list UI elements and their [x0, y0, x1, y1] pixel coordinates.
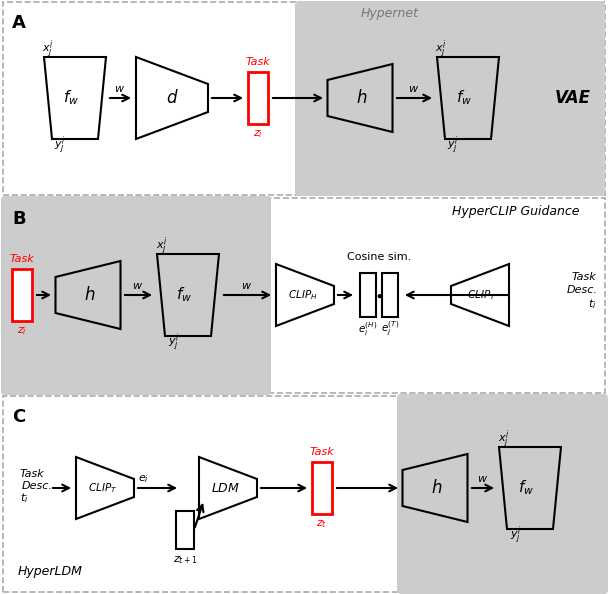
Text: $d$: $d$	[166, 89, 178, 107]
Text: $x^i_j$: $x^i_j$	[435, 39, 447, 61]
Text: VAE: VAE	[555, 89, 591, 107]
Text: A: A	[12, 14, 26, 32]
Bar	[3, 396, 605, 592]
Text: Task: Task	[572, 272, 596, 282]
Bar	[360, 273, 376, 317]
Text: $h$: $h$	[431, 479, 443, 497]
FancyBboxPatch shape	[397, 394, 608, 594]
Text: $e_i$: $e_i$	[137, 473, 148, 485]
Bar	[312, 462, 332, 514]
Bar	[176, 511, 194, 549]
Text: $h$: $h$	[356, 89, 368, 107]
Text: $z_i$: $z_i$	[17, 325, 27, 337]
Text: $CLIP_T$: $CLIP_T$	[88, 481, 117, 495]
Bar	[248, 72, 268, 124]
Text: $w$: $w$	[477, 474, 489, 484]
Text: $y^i_j$: $y^i_j$	[510, 525, 522, 547]
Polygon shape	[451, 264, 509, 326]
Text: $x^i_j$: $x^i_j$	[499, 429, 510, 451]
Polygon shape	[328, 64, 393, 132]
Text: $h$: $h$	[85, 286, 95, 304]
Text: Task: Task	[309, 447, 334, 457]
Text: Task: Task	[246, 57, 271, 67]
Text: $z_{t+1}$: $z_{t+1}$	[173, 554, 198, 566]
FancyBboxPatch shape	[295, 1, 605, 196]
Polygon shape	[402, 454, 468, 522]
Text: $y^i_j$: $y^i_j$	[447, 135, 458, 157]
Bar	[12, 269, 32, 321]
Text: $z_i$: $z_i$	[253, 128, 263, 140]
Bar	[4, 199, 268, 392]
Bar	[298, 4, 602, 193]
Polygon shape	[276, 264, 334, 326]
Polygon shape	[437, 57, 499, 139]
Text: $CLIP_H$: $CLIP_H$	[288, 288, 318, 302]
Text: $x^i_j$: $x^i_j$	[43, 39, 54, 61]
Text: $f_w$: $f_w$	[176, 286, 192, 304]
Text: HyperCLIP Guidance: HyperCLIP Guidance	[452, 206, 580, 219]
Bar	[3, 198, 605, 393]
Polygon shape	[499, 447, 561, 529]
Text: $LDM$: $LDM$	[212, 482, 241, 494]
Text: Hypernet: Hypernet	[361, 8, 419, 21]
FancyBboxPatch shape	[1, 196, 271, 395]
Polygon shape	[55, 261, 120, 329]
Text: HyperLDM: HyperLDM	[18, 565, 83, 579]
Text: $t_i$: $t_i$	[587, 297, 596, 311]
Text: $y^i_j$: $y^i_j$	[54, 135, 66, 157]
Text: $e^{(H)}_i$: $e^{(H)}_i$	[358, 320, 378, 338]
Text: Desc.: Desc.	[567, 285, 598, 295]
Text: Task: Task	[10, 254, 35, 264]
Text: $\bullet$: $\bullet$	[375, 287, 384, 302]
Text: B: B	[12, 210, 26, 228]
Text: $f_w$: $f_w$	[63, 89, 79, 108]
Text: $w$: $w$	[114, 84, 126, 94]
Text: $z_t$: $z_t$	[316, 518, 328, 530]
Text: Cosine sim.: Cosine sim.	[347, 252, 411, 262]
Text: $x^i_j$: $x^i_j$	[156, 236, 168, 258]
Text: $w$: $w$	[133, 281, 143, 291]
Polygon shape	[199, 457, 257, 519]
Polygon shape	[157, 254, 219, 336]
Text: $f_w$: $f_w$	[456, 89, 472, 108]
Text: $w$: $w$	[409, 84, 420, 94]
Text: Task: Task	[20, 469, 45, 479]
Text: $w$: $w$	[241, 281, 252, 291]
Bar	[382, 273, 398, 317]
Text: $y^i_j$: $y^i_j$	[168, 332, 180, 354]
Text: $t_i$: $t_i$	[20, 491, 29, 505]
Polygon shape	[44, 57, 106, 139]
Polygon shape	[76, 457, 134, 519]
Text: C: C	[12, 408, 26, 426]
Text: $CLIP_T$: $CLIP_T$	[468, 288, 497, 302]
Text: $e^{(T)}_j$: $e^{(T)}_j$	[381, 320, 399, 338]
Text: Desc.: Desc.	[22, 481, 53, 491]
Bar	[400, 397, 605, 591]
Bar	[3, 2, 605, 195]
Polygon shape	[136, 57, 208, 139]
Text: $f_w$: $f_w$	[518, 479, 534, 497]
